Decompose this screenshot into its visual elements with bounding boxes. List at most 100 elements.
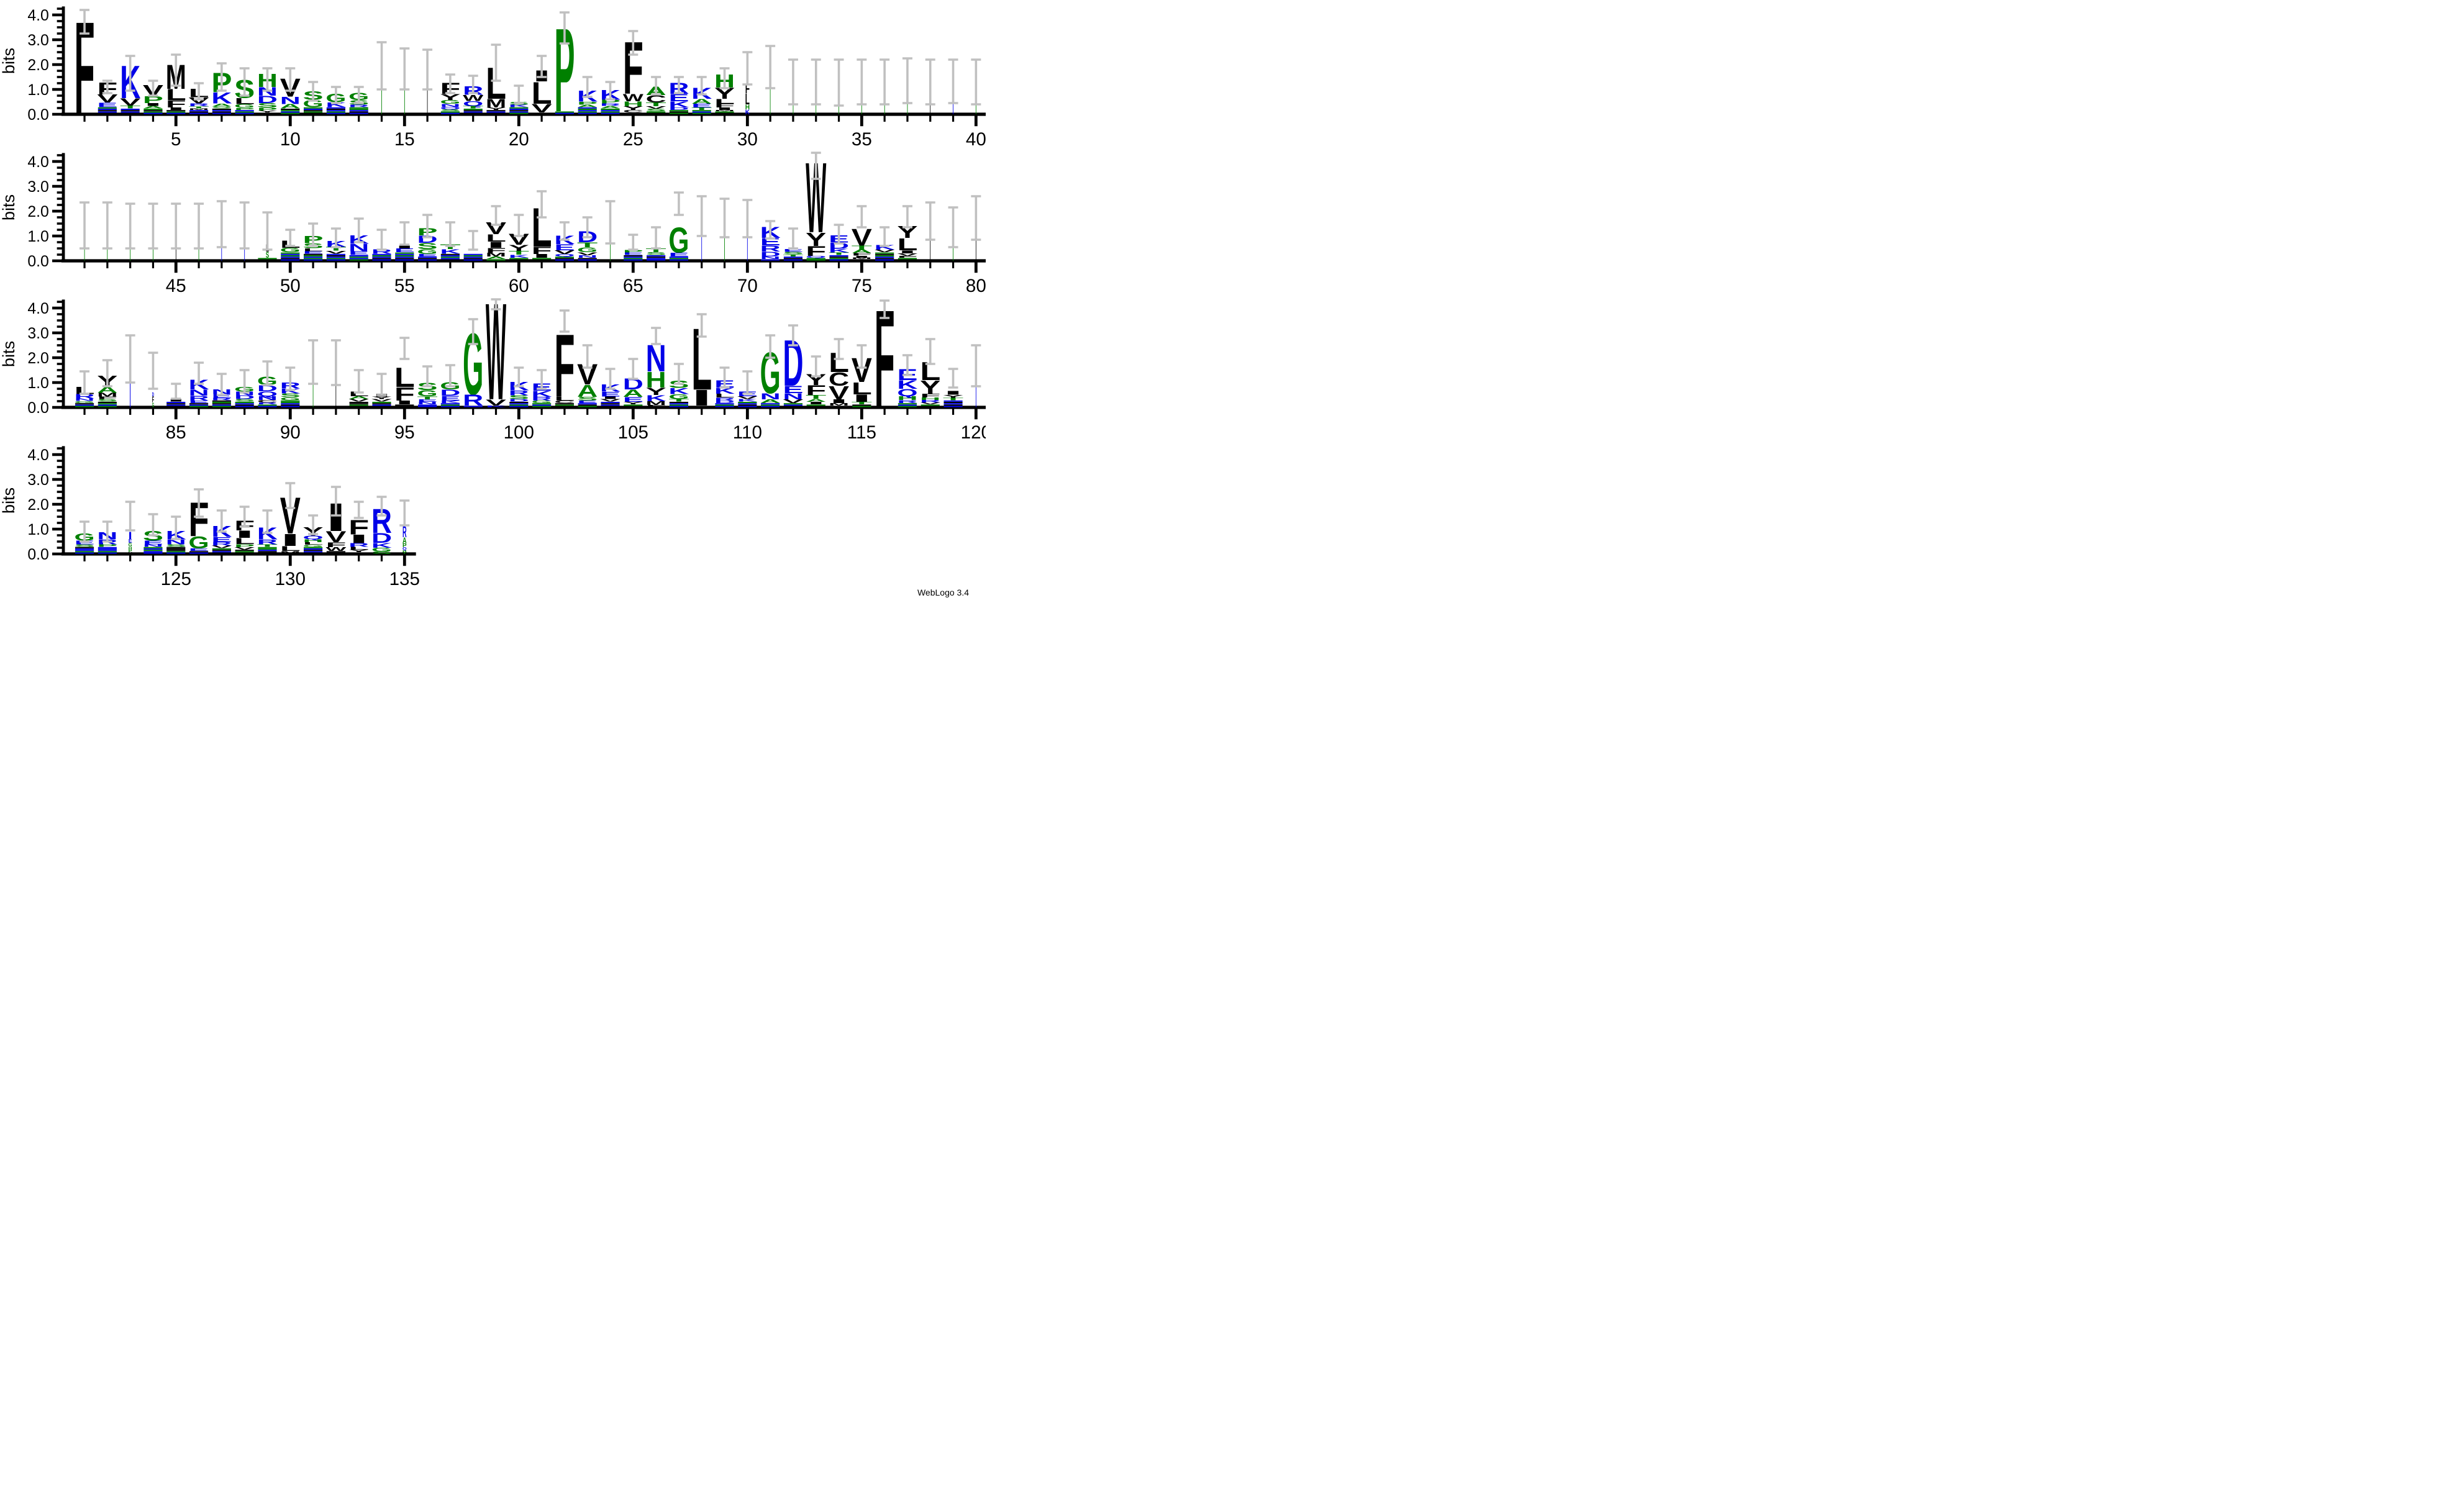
residue-letter-T: T (783, 254, 804, 257)
error-bar (102, 79, 112, 94)
logo-column-40: I (971, 58, 981, 124)
residue-letter-E: E (577, 400, 598, 404)
residue-letter-H: H (402, 550, 407, 553)
residue-letter-K: K (829, 248, 849, 253)
residue-letter-T: T (509, 250, 530, 256)
y-tick-label: 3.0 (27, 325, 48, 342)
logo-column-92: I (330, 339, 341, 419)
error-bar (399, 47, 410, 91)
residue-fuzz (738, 406, 757, 407)
residue-letter-L: L (280, 545, 301, 553)
residue-fuzz (98, 111, 117, 113)
residue-fuzz (509, 402, 529, 404)
error-bar (948, 206, 958, 248)
logo-column-14: I (376, 41, 387, 125)
residue-fuzz (440, 404, 460, 406)
residue-letter-Y: Y (257, 110, 278, 113)
residue-fuzz (98, 402, 117, 404)
logo-column-3: KVT (120, 55, 141, 114)
residue-fuzz (669, 110, 689, 112)
residue-fuzz (395, 404, 414, 406)
residue-fuzz (372, 258, 391, 260)
error-bar (628, 358, 639, 380)
residue-fuzz (235, 550, 254, 551)
x-tick-label: 35 (852, 129, 872, 147)
error-bar (239, 506, 250, 528)
residue-letter-R: R (532, 396, 552, 401)
logo-column-33: I (811, 58, 821, 124)
residue-fuzz (463, 109, 483, 111)
error-bar (857, 205, 867, 229)
x-tick-label: 50 (280, 276, 301, 293)
residue-letter-V: V (600, 399, 621, 402)
residue-fuzz (326, 255, 345, 257)
error-bar (239, 67, 250, 97)
error-bar (262, 67, 273, 92)
residue-fuzz (761, 403, 780, 405)
x-tick-label: 45 (166, 276, 186, 293)
logo-column-128: FILPV (234, 506, 255, 554)
residue-fuzz (921, 404, 940, 406)
logo-column-129: KRT (257, 509, 278, 554)
residue-fuzz (761, 259, 780, 261)
residue-letter-I: I (600, 396, 621, 400)
residue-letter-I: I (129, 530, 132, 542)
error-bar (171, 515, 181, 540)
residue-letter-F: F (554, 316, 575, 417)
error-bar (353, 217, 364, 243)
residue-letter-M: M (189, 108, 209, 111)
logo-column-131: YQHLG (303, 514, 324, 554)
residue-letter-K: K (211, 89, 232, 107)
residue-fuzz (98, 404, 117, 406)
residue-letter-K: K (371, 542, 392, 549)
residue-fuzz (852, 404, 871, 406)
x-tick-label: 70 (737, 276, 758, 293)
residue-fuzz (829, 259, 848, 261)
residue-fuzz (715, 406, 734, 407)
error-bar (696, 313, 707, 338)
residue-letter-P: P (129, 549, 132, 553)
residue-letter-D: D (257, 94, 278, 106)
residue-letter-I: I (976, 228, 977, 270)
residue-fuzz (235, 406, 254, 407)
residue-letter-D: D (234, 394, 255, 400)
residue-letter-V: V (554, 249, 575, 255)
residue-letter-E: E (668, 92, 689, 104)
residue-letter-G: G (129, 542, 132, 548)
residue-letter-A: A (760, 398, 781, 404)
logo-column-70: I (742, 199, 753, 269)
residue-letter-I: I (852, 392, 872, 404)
residue-fuzz (509, 258, 529, 260)
logo-column-62: KEVQ (554, 221, 575, 261)
residue-fuzz (258, 550, 277, 551)
residue-fuzz (829, 258, 848, 260)
x-tick-label: 60 (509, 276, 529, 293)
residue-letter-Q: Q (303, 535, 324, 540)
residue-letter-C: C (623, 109, 643, 113)
y-tick-label: 2.0 (27, 497, 48, 514)
residue-fuzz (647, 258, 666, 260)
y-axis-label: bits (0, 48, 18, 74)
residue-letter-K: K (325, 101, 346, 109)
residue-letter-S: S (371, 551, 392, 555)
residue-fuzz (166, 551, 186, 553)
logo-column-15: I (399, 47, 410, 124)
residue-letter-E: E (668, 252, 689, 257)
residue-fuzz (418, 259, 437, 261)
residue-letter-T: T (646, 102, 667, 107)
logo-column-17: FYGNQS (440, 73, 460, 114)
logo-column-20: SK (509, 84, 529, 114)
residue-fuzz (624, 112, 643, 114)
residue-letter-E: E (783, 384, 803, 396)
residue-fuzz (98, 107, 117, 109)
logo-column-42: I (102, 201, 112, 272)
residue-fuzz (418, 258, 437, 260)
residue-fuzz (166, 112, 186, 114)
residue-letter-T: T (829, 252, 850, 256)
residue-fuzz (349, 109, 368, 111)
error-bar (399, 499, 410, 527)
